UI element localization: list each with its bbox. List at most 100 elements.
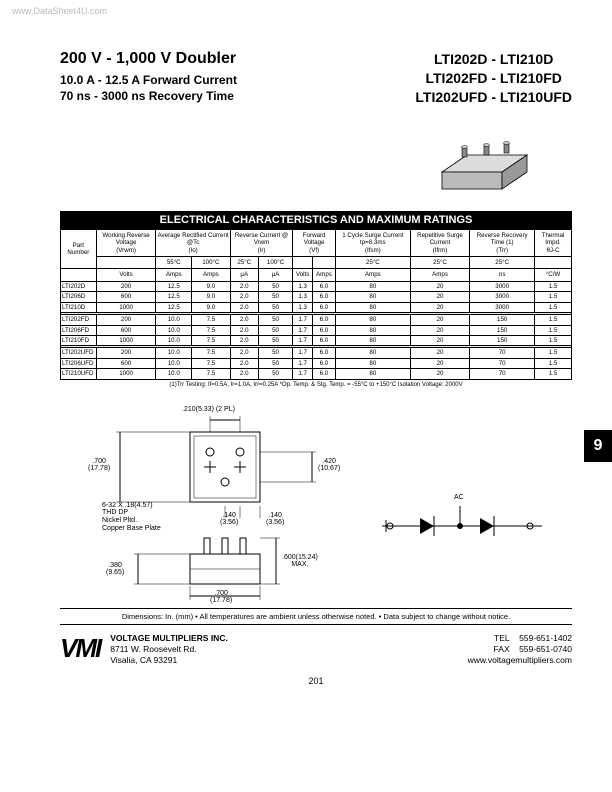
table-cell: 150 [470,325,535,335]
table-cell: 6.0 [312,358,335,368]
table-cell: 6.0 [312,292,335,302]
th [535,256,572,268]
table-cell: LTI210FD [61,336,97,346]
th: 25°C [230,256,258,268]
th [312,256,335,268]
table-title: ELECTRICAL CHARACTERISTICS AND MAXIMUM R… [60,211,572,229]
dim-label: .210(5.33) (2 PL) [182,406,235,414]
dim-label: .140 (3.56) [266,512,284,527]
fax-label: FAX [494,644,510,654]
table-cell: 20 [410,348,470,358]
title: 200 V - 1,000 V Doubler [60,50,237,68]
table-cell: LTI202FD [61,315,97,325]
table-cell: 12.5 [156,302,192,312]
part-line-3: LTI202UFD - LTI210UFD [415,88,572,107]
company-logo: VMI [60,633,100,664]
table-cell: 2.0 [230,348,258,358]
th: Reverse Recovery Time (1)(Trr) [470,229,535,256]
table-cell: LTI206D [61,292,97,302]
table-cell: 2.0 [230,302,258,312]
th: 25°C [335,256,410,268]
table-cell: 7.5 [192,325,231,335]
page-container: 200 V - 1,000 V Doubler 10.0 A - 12.5 A … [0,0,612,706]
table-cell: 1.7 [293,348,313,358]
table-cell: 20 [410,369,470,379]
table-cell: 1.5 [535,315,572,325]
table-cell: 2.0 [230,369,258,379]
table-cell: 20 [410,336,470,346]
table-cell: 80 [335,292,410,302]
characteristics-table: Part Number Working Reverse Voltage(Vrwm… [60,229,572,380]
th: 100°C [258,256,293,268]
table-cell: LTI202D [61,281,97,291]
table-cell: 9.0 [192,292,231,302]
th: Amps [156,269,192,281]
table-cell: 50 [258,369,293,379]
table-row: LTI202FD20010.07.52.0501.76.080201501.5 [61,315,572,325]
table-row: LTI210D100012.59.02.0501.36.0802030001.5 [61,302,572,312]
table-cell: 1.7 [293,358,313,368]
table-cell: 600 [96,292,156,302]
footer: VMI VOLTAGE MULTIPLIERS INC. 8711 W. Roo… [60,633,572,666]
watermark-text: www.DataSheet4U.com [12,6,107,16]
table-cell: 80 [335,358,410,368]
table-cell: 50 [258,315,293,325]
table-cell: 20 [410,325,470,335]
th: Volts [96,269,156,281]
table-cell: 600 [96,358,156,368]
table-row: LTI210UFD100010.07.52.0501.76.08020701.5 [61,369,572,379]
table-cell: 1.3 [293,302,313,312]
table-cell: 200 [96,315,156,325]
url-value: www.voltagemultipliers.com [468,655,572,665]
table-cell: 20 [410,302,470,312]
table-row: LTI206FD60010.07.52.0501.76.080201501.5 [61,325,572,335]
th: ns [470,269,535,281]
dim-label: .700 (17.78) [88,458,110,473]
table-cell: 80 [335,315,410,325]
table-cell: 50 [258,336,293,346]
table-cell: 50 [258,302,293,312]
table-cell: 6.0 [312,281,335,291]
header: 200 V - 1,000 V Doubler 10.0 A - 12.5 A … [60,50,572,107]
page-number: 201 [60,676,572,686]
th: Repetitive Surge Current(Ifrm) [410,229,470,256]
table-cell: 10.0 [156,369,192,379]
table-cell: 12.5 [156,292,192,302]
company-name: VOLTAGE MULTIPLIERS INC. [110,633,228,643]
fax-value: 559-651-0740 [519,644,572,654]
table-cell: 1.5 [535,369,572,379]
table-cell: 1.5 [535,348,572,358]
th: Amps [335,269,410,281]
table-cell: 50 [258,358,293,368]
table-cell: 1.5 [535,302,572,312]
table-cell: 1.7 [293,315,313,325]
th: Amps [192,269,231,281]
table-cell: 1000 [96,336,156,346]
table-cell: LTI206UFD [61,358,97,368]
table-cell: 9.0 [192,281,231,291]
table-cell: 200 [96,348,156,358]
table-cell: 1.3 [293,281,313,291]
table-cell: 2.0 [230,358,258,368]
table-cell: 6.0 [312,302,335,312]
subtitle-1: 10.0 A - 12.5 A Forward Current [60,72,237,88]
table-cell: 3000 [470,302,535,312]
dim-label: .700 (17.78) [210,590,232,605]
th: 100°C [192,256,231,268]
table-cell: 150 [470,336,535,346]
dimension-note: Dimensions: In. (mm) • All temperatures … [60,608,572,625]
table-row: LTI210FD100010.07.52.0501.76.080201501.5 [61,336,572,346]
th: µA [230,269,258,281]
th: Amps [312,269,335,281]
ac-label: AC [454,494,464,502]
th-part: Part Number [61,229,97,269]
component-illustration [60,127,542,205]
table-row: LTI202D20012.59.02.0501.36.0802030001.5 [61,281,572,291]
table-row: LTI206D60012.59.02.0501.36.0802030001.5 [61,292,572,302]
table-cell: 2.0 [230,281,258,291]
table-cell: 3000 [470,281,535,291]
table-cell: 3000 [470,292,535,302]
dim-label: .600(15.24) MAX. [282,554,318,569]
th: Amps [410,269,470,281]
dim-label: 6-32 X .18(4.57) THD DP Nickel Pltd. Cop… [102,502,161,533]
